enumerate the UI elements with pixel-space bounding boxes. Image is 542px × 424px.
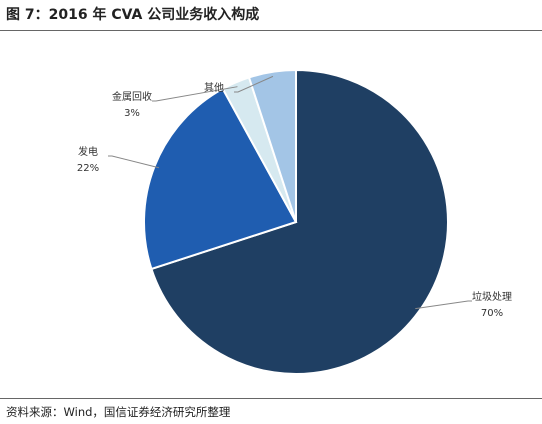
title-rule: [0, 30, 542, 31]
leader-line: [108, 155, 160, 169]
source-note: 资料来源：Wind，国信证券经济研究所整理: [6, 405, 231, 419]
value-label: 70%: [481, 308, 503, 319]
pie-slice: [150, 68, 449, 375]
pie-slice: [247, 68, 297, 223]
slice-label: 其他: [204, 81, 224, 94]
footer-rule: [0, 398, 542, 399]
leader-line: [152, 86, 238, 102]
leader-line: [234, 75, 274, 93]
slice-label: 垃圾处理: [472, 290, 512, 303]
slice-label: 金属回收: [112, 90, 152, 103]
slice-label: 发电: [78, 145, 98, 158]
leader-line: [415, 300, 472, 310]
value-label: 22%: [77, 163, 99, 174]
pie-slice: [143, 87, 298, 271]
value-label: 3%: [124, 108, 140, 119]
chart-title: 图 7：2016 年 CVA 公司业务收入构成: [6, 7, 260, 23]
